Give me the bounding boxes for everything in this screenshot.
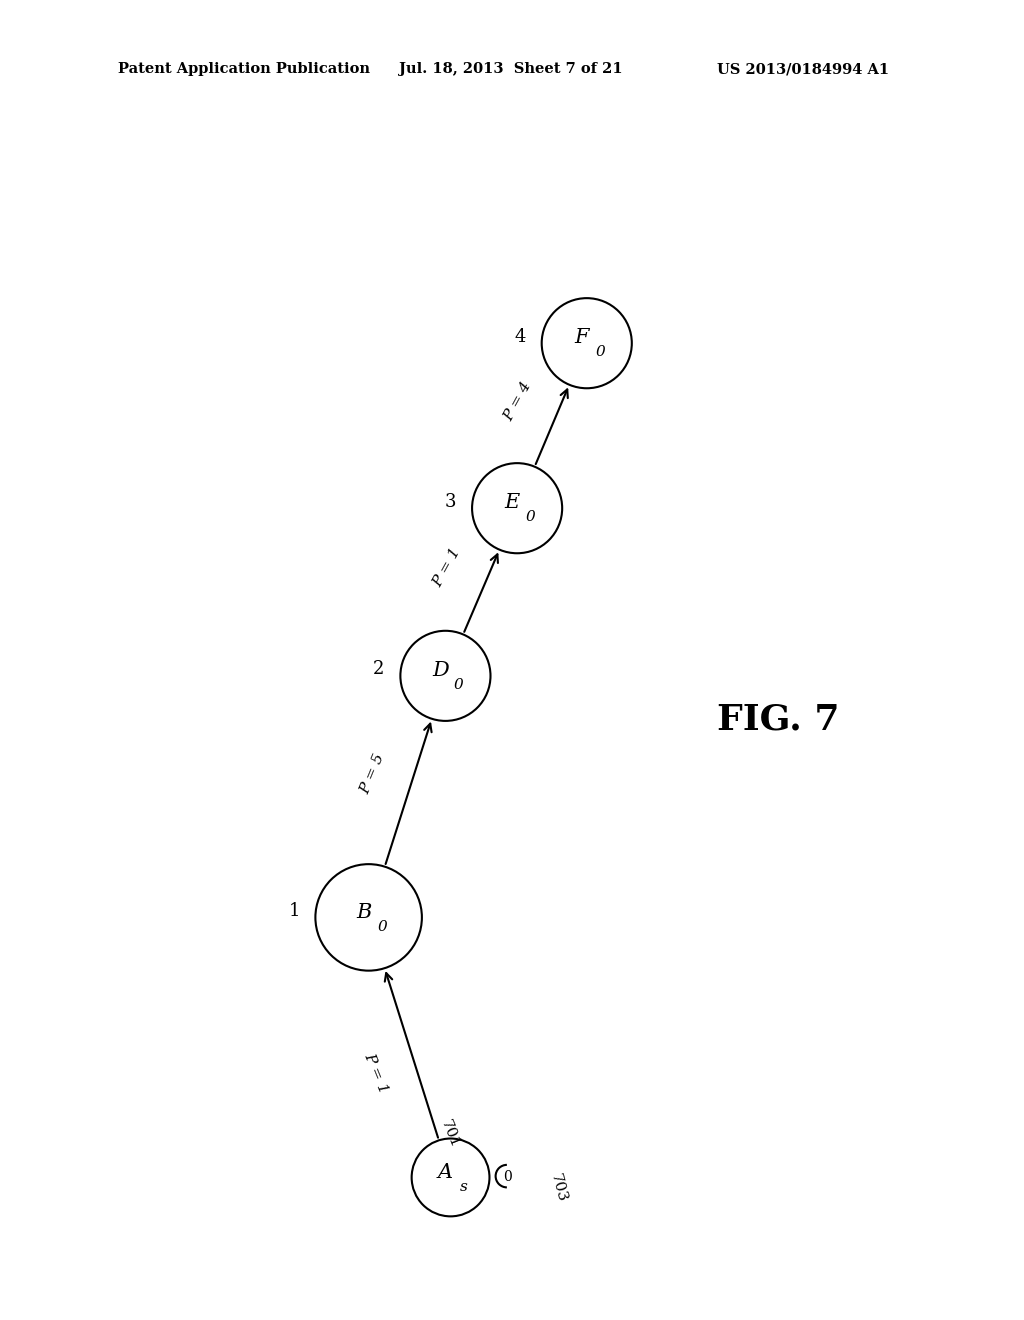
Text: 703: 703	[548, 1172, 569, 1204]
Text: 0: 0	[377, 920, 387, 933]
Text: P = 4: P = 4	[502, 380, 535, 424]
Text: B: B	[355, 903, 372, 921]
Text: 701: 701	[437, 1118, 462, 1150]
Text: s: s	[460, 1180, 468, 1193]
Text: P = 1: P = 1	[361, 1051, 390, 1096]
Text: 0: 0	[595, 346, 605, 359]
Text: 2: 2	[373, 660, 385, 678]
Text: 0: 0	[454, 678, 464, 692]
Text: F: F	[574, 329, 589, 347]
Text: FIG. 7: FIG. 7	[717, 702, 840, 737]
Text: D: D	[432, 661, 449, 680]
Text: Jul. 18, 2013  Sheet 7 of 21: Jul. 18, 2013 Sheet 7 of 21	[399, 62, 623, 77]
Text: 0: 0	[525, 511, 536, 524]
Text: 4: 4	[514, 327, 526, 346]
Text: 0: 0	[504, 1171, 512, 1184]
Text: E: E	[505, 494, 519, 512]
Text: US 2013/0184994 A1: US 2013/0184994 A1	[717, 62, 889, 77]
Text: 3: 3	[444, 492, 457, 511]
Text: P = 1: P = 1	[431, 545, 464, 590]
Text: 1: 1	[289, 902, 301, 920]
Text: P = 5: P = 5	[357, 751, 387, 796]
Text: Patent Application Publication: Patent Application Publication	[118, 62, 370, 77]
Text: A: A	[438, 1163, 453, 1181]
